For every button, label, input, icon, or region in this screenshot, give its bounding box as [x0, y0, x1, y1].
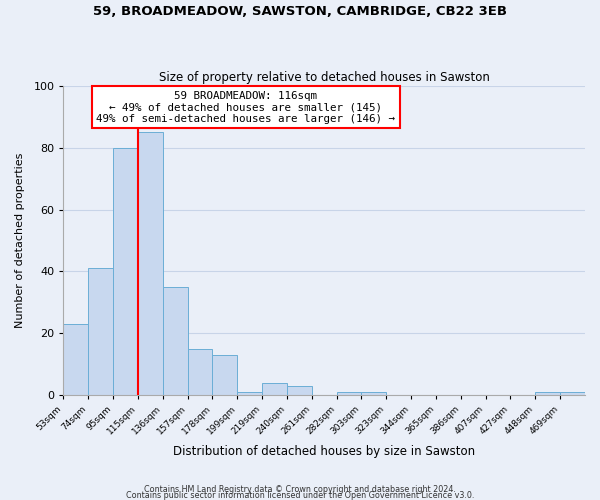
Bar	[560, 392, 585, 395]
Bar	[188, 348, 212, 395]
Text: 59 BROADMEADOW: 116sqm
← 49% of detached houses are smaller (145)
49% of semi-de: 59 BROADMEADOW: 116sqm ← 49% of detached…	[97, 90, 395, 124]
Bar	[64, 324, 88, 395]
Bar	[163, 287, 188, 395]
Text: Contains public sector information licensed under the Open Government Licence v3: Contains public sector information licen…	[126, 490, 474, 500]
Y-axis label: Number of detached properties: Number of detached properties	[15, 153, 25, 328]
Bar	[88, 268, 113, 395]
Title: Size of property relative to detached houses in Sawston: Size of property relative to detached ho…	[159, 70, 490, 84]
Bar	[337, 392, 361, 395]
Bar	[535, 392, 560, 395]
Bar	[237, 392, 262, 395]
Bar	[212, 355, 237, 395]
X-axis label: Distribution of detached houses by size in Sawston: Distribution of detached houses by size …	[173, 444, 475, 458]
Bar	[262, 382, 287, 395]
Bar	[138, 132, 163, 395]
Text: Contains HM Land Registry data © Crown copyright and database right 2024.: Contains HM Land Registry data © Crown c…	[144, 484, 456, 494]
Text: 59, BROADMEADOW, SAWSTON, CAMBRIDGE, CB22 3EB: 59, BROADMEADOW, SAWSTON, CAMBRIDGE, CB2…	[93, 5, 507, 18]
Bar	[287, 386, 312, 395]
Bar	[113, 148, 138, 395]
Bar	[361, 392, 386, 395]
